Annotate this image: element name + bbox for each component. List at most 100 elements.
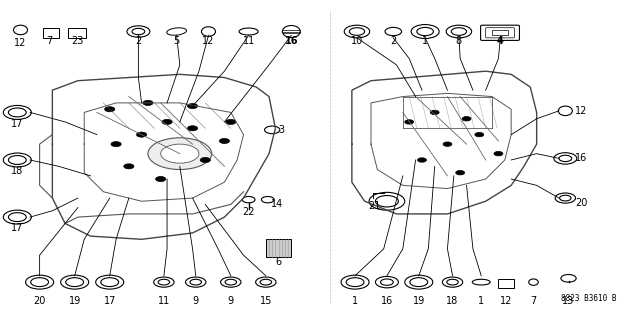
Circle shape [220, 139, 230, 143]
Circle shape [264, 126, 280, 134]
Circle shape [226, 119, 236, 124]
Ellipse shape [558, 106, 572, 116]
Text: 12: 12 [14, 38, 27, 48]
Circle shape [225, 279, 237, 285]
Ellipse shape [529, 279, 538, 285]
Circle shape [26, 275, 54, 289]
Bar [266, 239, 291, 257]
Bar [68, 28, 86, 38]
Bar [43, 28, 59, 38]
Text: 3: 3 [278, 125, 285, 135]
Circle shape [100, 278, 118, 287]
Circle shape [559, 155, 572, 162]
Bar [492, 30, 508, 35]
Circle shape [346, 278, 364, 287]
Circle shape [462, 116, 471, 121]
Circle shape [344, 25, 370, 38]
Circle shape [162, 119, 172, 124]
Text: 10: 10 [351, 36, 363, 46]
Text: 12: 12 [500, 296, 512, 306]
Circle shape [475, 132, 484, 137]
Text: 16: 16 [575, 153, 588, 164]
Text: 20: 20 [33, 296, 46, 306]
Circle shape [442, 277, 463, 287]
Text: 1: 1 [352, 296, 358, 306]
Ellipse shape [202, 27, 216, 36]
Ellipse shape [13, 25, 28, 35]
Circle shape [243, 196, 255, 203]
Text: 16: 16 [381, 296, 393, 306]
Circle shape [127, 26, 150, 37]
Text: 2: 2 [135, 36, 141, 46]
Circle shape [555, 193, 575, 203]
Circle shape [255, 277, 276, 287]
Text: 2: 2 [390, 36, 396, 46]
Circle shape [404, 120, 413, 124]
Circle shape [148, 138, 212, 170]
Circle shape [447, 279, 458, 285]
Ellipse shape [472, 279, 490, 285]
Text: 4: 4 [497, 36, 504, 46]
Circle shape [61, 275, 89, 289]
Circle shape [376, 276, 398, 288]
Text: 11: 11 [243, 36, 255, 46]
Text: 9: 9 [228, 296, 234, 306]
Circle shape [158, 279, 170, 285]
Circle shape [8, 108, 26, 117]
Text: 21: 21 [368, 201, 380, 211]
Circle shape [446, 25, 472, 38]
Circle shape [161, 144, 199, 163]
Text: 16: 16 [285, 36, 298, 46]
Text: 5: 5 [173, 36, 180, 46]
FancyBboxPatch shape [481, 25, 520, 40]
Text: 14: 14 [271, 199, 283, 209]
Circle shape [8, 156, 26, 164]
Text: 17: 17 [11, 118, 24, 129]
Ellipse shape [282, 26, 300, 37]
Circle shape [494, 151, 503, 156]
Circle shape [404, 275, 433, 289]
Circle shape [8, 213, 26, 221]
Circle shape [410, 278, 428, 287]
Circle shape [31, 278, 49, 287]
Circle shape [200, 157, 211, 163]
Ellipse shape [239, 28, 258, 35]
Circle shape [154, 277, 174, 287]
Text: 6: 6 [275, 257, 282, 267]
Circle shape [554, 153, 577, 164]
Circle shape [381, 279, 394, 285]
Circle shape [261, 196, 274, 203]
Circle shape [188, 126, 198, 131]
Ellipse shape [167, 28, 186, 35]
Circle shape [349, 28, 365, 35]
Circle shape [3, 105, 31, 119]
Circle shape [124, 164, 134, 169]
Text: 8823 B3610 B: 8823 B3610 B [561, 294, 616, 303]
Circle shape [341, 275, 369, 289]
Text: 1: 1 [422, 36, 428, 46]
Circle shape [143, 100, 153, 105]
Text: 13: 13 [563, 296, 575, 306]
Circle shape [417, 28, 433, 36]
Text: 19: 19 [68, 296, 81, 306]
Text: 19: 19 [413, 296, 425, 306]
Circle shape [456, 171, 465, 175]
Text: 22: 22 [243, 207, 255, 217]
Text: 7: 7 [46, 36, 52, 46]
Text: 17: 17 [11, 223, 24, 233]
Text: 1: 1 [478, 296, 484, 306]
Circle shape [66, 278, 84, 287]
FancyBboxPatch shape [486, 28, 515, 38]
Text: 12: 12 [575, 106, 588, 116]
Circle shape [186, 277, 206, 287]
Text: 20: 20 [575, 198, 588, 208]
Circle shape [3, 210, 31, 224]
Circle shape [3, 153, 31, 167]
Text: 23: 23 [72, 36, 84, 46]
Text: 15: 15 [260, 296, 272, 306]
Text: 18: 18 [447, 296, 459, 306]
Text: 18: 18 [11, 166, 24, 176]
Circle shape [111, 142, 121, 147]
Circle shape [430, 110, 439, 115]
Circle shape [190, 279, 202, 285]
